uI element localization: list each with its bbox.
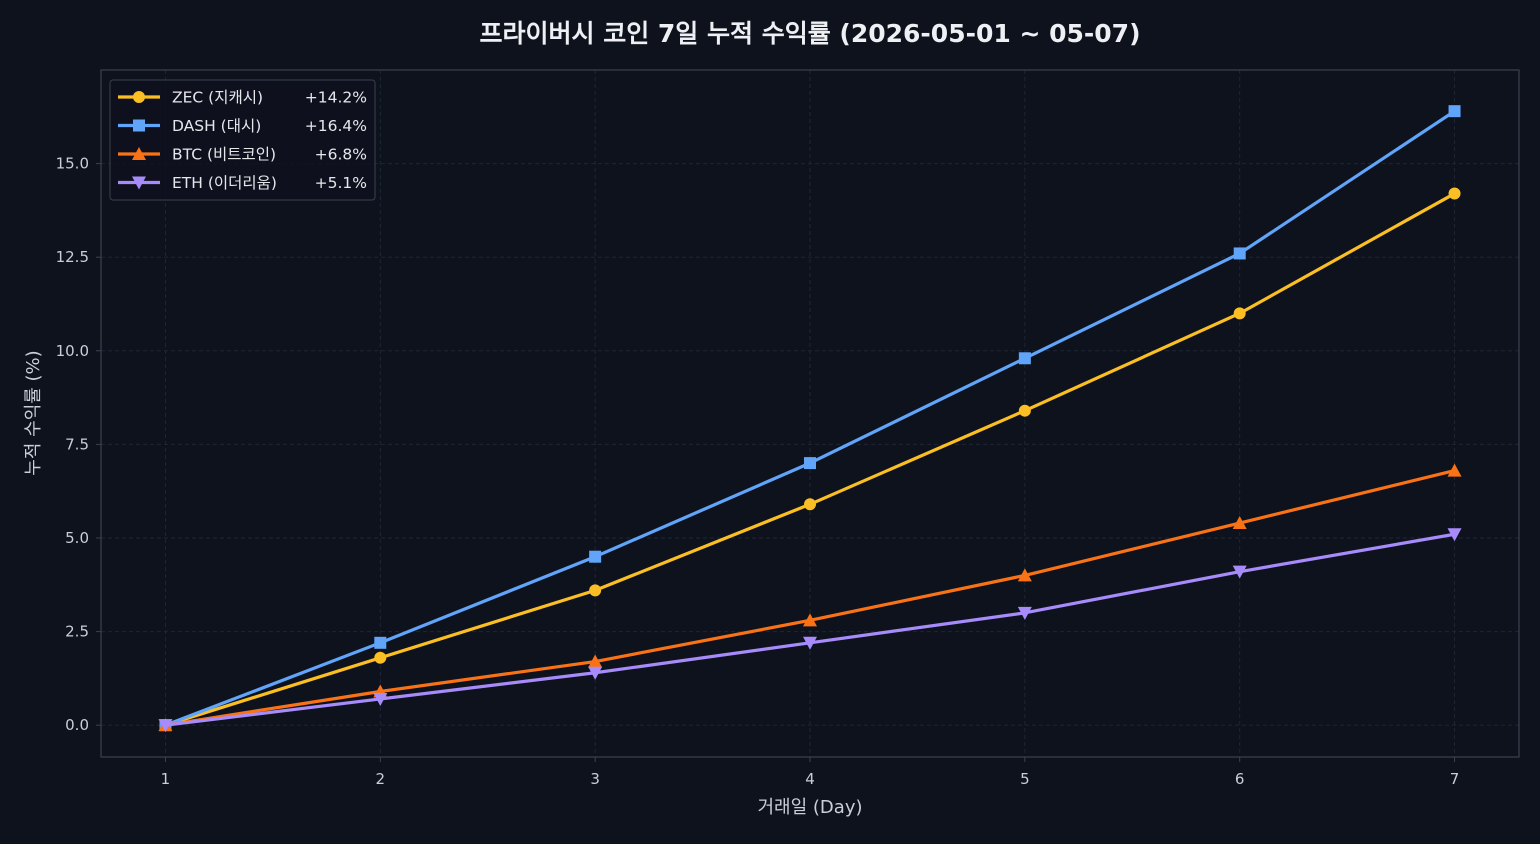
legend-series-name: ZEC (지캐시) bbox=[172, 89, 263, 107]
y-tick-label: 5.0 bbox=[65, 529, 89, 547]
x-tick-label: 6 bbox=[1235, 770, 1245, 788]
series-dash bbox=[159, 105, 1461, 732]
data-point-dash bbox=[589, 550, 602, 563]
legend: ZEC (지캐시) +14.2% DASH (대시) +16.4% BTC (비트코인)… bbox=[109, 79, 376, 201]
legend-series-value: +16.4% bbox=[305, 117, 367, 135]
legend-entry-zec: ZEC (지캐시) +14.2% bbox=[118, 89, 367, 107]
y-axis-label: 누적 수익률 (%) bbox=[23, 350, 44, 475]
data-point-btc bbox=[1232, 516, 1247, 530]
x-tick-label: 5 bbox=[1020, 770, 1030, 788]
y-tick-label: 15.0 bbox=[56, 155, 89, 173]
legend-entry-dash: DASH (대시) +16.4% bbox=[118, 117, 367, 135]
x-tick-label: 4 bbox=[805, 770, 815, 788]
data-point-eth bbox=[1232, 565, 1247, 579]
data-point-zec bbox=[1448, 187, 1461, 200]
y-tick-label: 2.5 bbox=[65, 623, 89, 641]
legend-series-value: +14.2% bbox=[305, 89, 367, 107]
x-axis-label: 거래일 (Day) bbox=[758, 797, 863, 818]
series-zec bbox=[159, 187, 1461, 732]
series-eth bbox=[158, 528, 1462, 733]
data-point-zec bbox=[1018, 404, 1031, 417]
data-point-btc bbox=[803, 613, 817, 627]
x-tick-label: 3 bbox=[590, 770, 600, 788]
data-point-dash bbox=[1018, 352, 1031, 365]
data-point-eth bbox=[158, 719, 173, 733]
legend-series-value: +6.8% bbox=[315, 146, 367, 164]
legend-swatch-marker bbox=[132, 147, 146, 160]
axes bbox=[96, 69, 1520, 762]
x-tick-label: 1 bbox=[161, 770, 171, 788]
data-point-dash bbox=[374, 636, 387, 649]
y-tick-label: 7.5 bbox=[65, 435, 89, 453]
legend-swatch-marker bbox=[133, 119, 145, 132]
data-point-zec bbox=[804, 498, 816, 511]
data-point-zec bbox=[1233, 307, 1246, 320]
data-point-eth bbox=[1447, 528, 1462, 542]
legend-entry-eth: ETH (이더리움) +5.1% bbox=[118, 174, 367, 192]
y-tick-label: 0.0 bbox=[65, 716, 89, 734]
x-tick-label: 2 bbox=[376, 770, 386, 788]
tick-labels: 1 2 3 4 5 6 7 0.0 2.5 5.0 7.5 10.0 12.5 15.0 bbox=[56, 155, 1460, 788]
legend-series-name: ETH (이더리움) bbox=[172, 174, 277, 192]
y-tick-label: 12.5 bbox=[56, 248, 89, 266]
data-point-eth bbox=[1017, 606, 1032, 620]
data-point-eth bbox=[373, 692, 388, 706]
legend-box bbox=[109, 79, 376, 201]
legend-swatch-marker bbox=[132, 176, 146, 190]
x-tick-label: 7 bbox=[1450, 770, 1460, 788]
data-point-dash bbox=[804, 457, 816, 470]
data-point-dash bbox=[1448, 105, 1461, 118]
chart-title: 프라이버시 코인 7일 누적 수익률 (2026-05-01 ~ 05-07) bbox=[480, 19, 1141, 48]
legend-series-name: DASH (대시) bbox=[172, 117, 261, 135]
data-point-eth bbox=[803, 636, 817, 650]
data-point-btc bbox=[588, 654, 603, 668]
data-point-btc bbox=[1017, 568, 1032, 582]
legend-swatch-marker bbox=[133, 91, 145, 103]
legend-entry-btc: BTC (비트코인) +6.8% bbox=[118, 146, 367, 164]
legend-series-value: +5.1% bbox=[315, 174, 367, 192]
grid-lines bbox=[101, 70, 1519, 757]
data-point-dash bbox=[1233, 247, 1246, 260]
legend-series-name: BTC (비트코인) bbox=[172, 146, 276, 164]
y-tick-label: 10.0 bbox=[56, 342, 89, 360]
data-point-btc bbox=[1447, 463, 1462, 477]
series-lines bbox=[158, 105, 1462, 733]
data-point-zec bbox=[374, 651, 387, 664]
data-point-eth bbox=[588, 666, 603, 680]
data-point-zec bbox=[589, 584, 602, 597]
